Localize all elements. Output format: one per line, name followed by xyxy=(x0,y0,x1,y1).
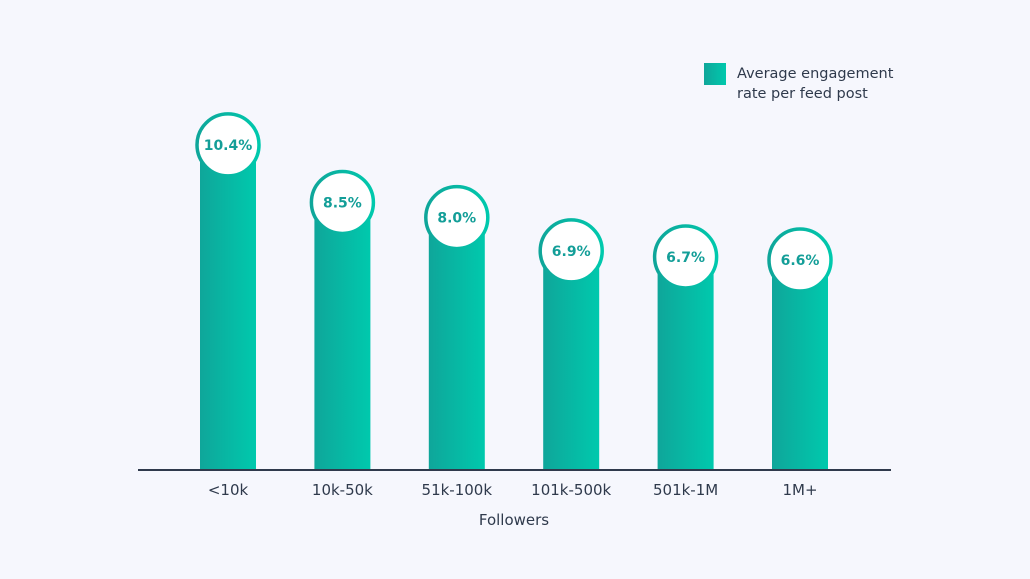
data-label: 10.4% xyxy=(204,138,253,154)
x-axis-title: Followers xyxy=(479,511,549,529)
value-bubble xyxy=(767,227,833,293)
x-tick-label: 10k-50k xyxy=(312,481,373,499)
x-tick-label: 1M+ xyxy=(782,481,817,499)
legend-label-line-1: Average engagement xyxy=(737,66,894,82)
bar xyxy=(200,144,256,470)
value-bubble xyxy=(195,112,261,178)
legend-swatch xyxy=(704,63,726,85)
data-label: 8.5% xyxy=(323,195,362,211)
bar xyxy=(543,250,600,470)
value-bubble xyxy=(652,224,719,290)
data-label: 6.9% xyxy=(552,244,591,260)
x-tick-label: 501k-1M xyxy=(653,481,718,499)
data-label: 8.0% xyxy=(437,211,476,227)
legend-label-line-2: rate per feed post xyxy=(737,86,868,102)
x-tick-label: <10k xyxy=(208,481,249,499)
legend: Average engagement rate per feed post xyxy=(704,63,894,102)
bar xyxy=(314,202,371,470)
data-label: 6.7% xyxy=(666,250,705,266)
value-bubble xyxy=(309,169,376,236)
value-bubble xyxy=(424,184,490,251)
x-tick-label: 101k-500k xyxy=(531,481,611,499)
data-label: 6.6% xyxy=(781,253,820,269)
bar xyxy=(657,256,714,470)
value-bubble xyxy=(538,218,604,284)
x-tick-label: 51k-100k xyxy=(422,481,493,499)
bar xyxy=(772,260,828,470)
bar xyxy=(428,217,485,470)
